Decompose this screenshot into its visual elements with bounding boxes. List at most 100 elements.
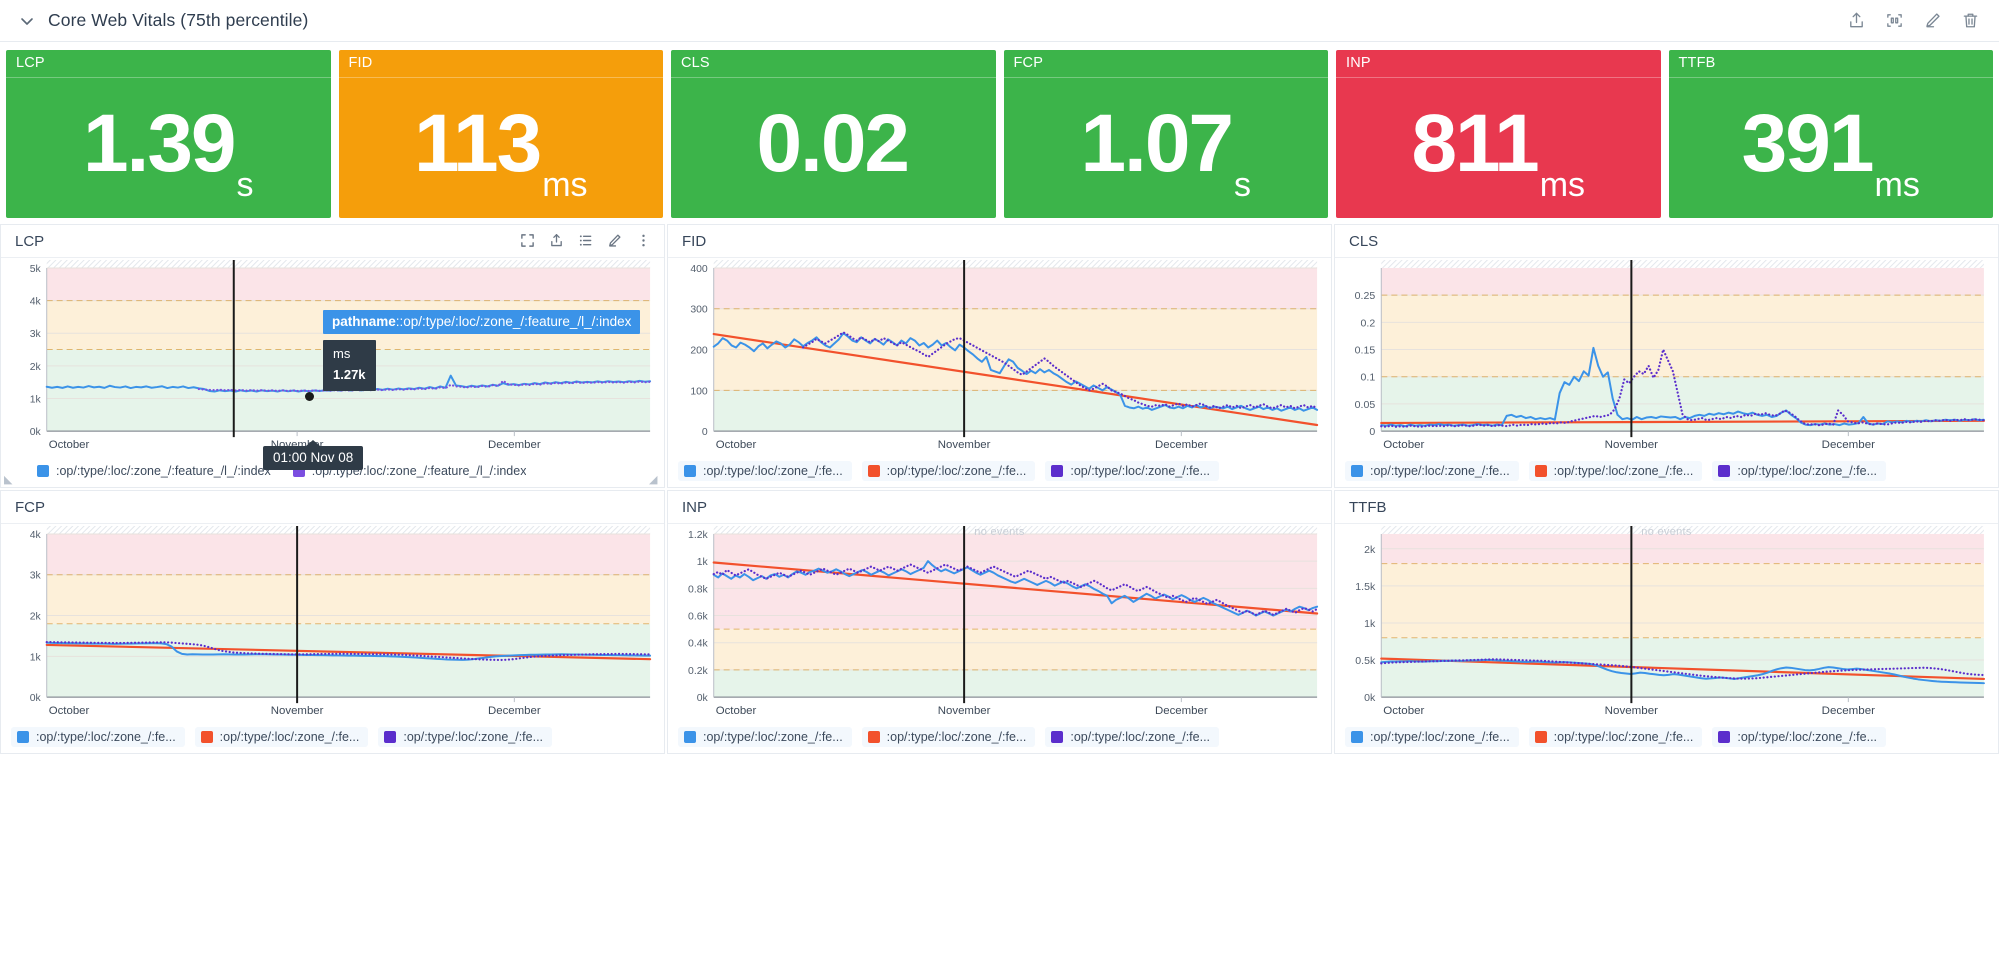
chevron-down-icon[interactable]: [14, 8, 40, 34]
chart-legend: :op/:type/:loc/:zone_/:fe... :op/:type/:l…: [1335, 723, 1998, 753]
legend-label: :op/:type/:loc/:zone_/:fe...: [1737, 464, 1878, 478]
x-axis-tick-label: December: [1155, 705, 1208, 717]
stat-card-fcp[interactable]: FCP 1.07 s: [1003, 50, 1328, 218]
no-events-strip: [46, 259, 651, 268]
no-events-strip: [1381, 259, 1984, 268]
expand-icon[interactable]: [520, 233, 536, 249]
stat-card-unit: s: [236, 166, 254, 204]
panel-fid: FID 0 100 200 300 400 October November December:…: [667, 224, 1332, 488]
legend-label: :op/:type/:loc/:zone_/:fe...: [219, 730, 360, 744]
panel-plot-area[interactable]: 0 100 200 300 400 October November December: [668, 258, 1331, 457]
share-icon[interactable]: [549, 233, 565, 249]
x-axis-tick-label: November: [1605, 705, 1659, 717]
y-axis-tick-label: 0: [702, 427, 708, 438]
panel-header: TTFB: [1335, 491, 1998, 524]
y-axis-tick-label: 0k: [1364, 692, 1376, 704]
panel-header: FID: [668, 225, 1331, 258]
threshold-band: [46, 574, 651, 624]
delete-icon[interactable]: [1961, 11, 1981, 31]
stat-card-value: 1.39: [82, 98, 237, 189]
y-axis-tick-label: 0.4k: [688, 639, 708, 650]
legend-item[interactable]: :op/:type/:loc/:zone_/:fe...: [1045, 727, 1220, 747]
resize-handle-right[interactable]: ◢: [649, 474, 658, 486]
share-icon[interactable]: [1847, 11, 1867, 31]
chart-panels-grid: LCP 0k 1k 2k 3k 4k 5k October November December pa…: [0, 222, 1999, 754]
stat-cards-row: LCP 1.39 s FID 113 ms CLS 0.02 FCP 1.07 s INP 811 ms T…: [0, 42, 1999, 222]
x-axis-tick-label: November: [271, 705, 324, 717]
legend-item[interactable]: :op/:type/:loc/:zone_/:fe...: [1528, 727, 1703, 747]
series-line-solid: [712, 560, 1319, 617]
legend-item[interactable]: :op/:type/:loc/:zone_/:fe...: [1045, 461, 1220, 481]
y-axis-tick-label: 400: [690, 264, 708, 275]
stat-card-ttfb[interactable]: TTFB 391 ms: [1668, 50, 1993, 218]
legend-item[interactable]: :op/:type/:loc/:zone_/:fe...: [1345, 727, 1519, 747]
legend-item[interactable]: :op/:type/:loc/:zone_/:fe...: [861, 727, 1036, 747]
stat-card-value: 0.02: [756, 98, 910, 189]
legend-item[interactable]: :op/:type/:loc/:zone_/:fe...: [378, 727, 553, 747]
panel-header: INP: [668, 491, 1331, 524]
edit-icon[interactable]: [1923, 11, 1943, 31]
legend-swatch: [37, 465, 49, 477]
legend-item[interactable]: :op/:type/:loc/:zone_/:fe...: [1712, 461, 1887, 481]
legend-swatch: [1051, 465, 1064, 477]
legend-label: :op/:type/:loc/:zone_/:fe...: [1553, 464, 1694, 478]
legend-item[interactable]: :op/:type/:loc/:zone_/:fe...: [861, 461, 1036, 481]
legend-label: :op/:type/:loc/:zone_/:fe...: [1737, 730, 1878, 744]
panel-plot-area[interactable]: 0k 1k 2k 3k 4k October November December: [1, 524, 664, 723]
legend-swatch: [1718, 731, 1731, 743]
tooltip-series-key: pathname: [332, 314, 396, 329]
stat-card-body: 113 ms: [339, 78, 664, 218]
y-axis-tick-label: 0.2k: [688, 666, 708, 677]
legend-swatch: [1051, 731, 1064, 743]
stat-card-label: CLS: [671, 50, 996, 78]
threshold-band: [1381, 295, 1984, 377]
y-axis-tick-label: 300: [690, 305, 708, 316]
panel-plot-area[interactable]: 0 0.05 0.1 0.15 0.2 0.25 October November Decemb…: [1335, 258, 1998, 457]
panel-title: FCP: [15, 498, 45, 516]
no-events-strip: [713, 525, 1318, 534]
series-line-dotted: [1380, 348, 1986, 428]
list-icon[interactable]: [578, 233, 594, 249]
x-axis-tick-label: November: [938, 705, 991, 717]
trend-line: [1380, 657, 1986, 681]
panel-header: LCP: [1, 225, 664, 258]
legend-swatch: [1534, 731, 1547, 743]
y-axis-tick-label: 0.15: [1355, 345, 1376, 357]
stat-card-body: 811 ms: [1336, 78, 1661, 218]
stat-card-body: 1.39 s: [6, 78, 331, 218]
panel-plot-area[interactable]: 0k1k2k3k4k5kOctoberNovemberDecemberpathn…: [1, 258, 664, 470]
stat-card-inp[interactable]: INP 811 ms: [1336, 50, 1661, 218]
legend-item[interactable]: :op/:type/:loc/:zone_/:fe...: [11, 727, 185, 747]
panel-plot-area[interactable]: 0k 0.5k 1k 1.5k 2k October November December no …: [1335, 524, 1998, 723]
y-axis-tick-label: 3k: [30, 571, 42, 582]
threshold-band: [713, 629, 1318, 670]
panel-header: FCP: [1, 491, 664, 524]
panel-title: INP: [682, 498, 708, 516]
legend-label: :op/:type/:loc/:zone_/:fe...: [703, 730, 843, 744]
legend-swatch: [384, 731, 397, 743]
y-axis-tick-label: 0.2: [1361, 317, 1376, 329]
section-header: Core Web Vitals (75th percentile): [0, 0, 1999, 42]
series-line-solid: [1380, 346, 1985, 428]
x-axis-tick-label: October: [1383, 439, 1424, 451]
legend-item[interactable]: :op/:type/:loc/:zone_/:fe...: [1712, 727, 1887, 747]
legend-item[interactable]: :op/:type/:loc/:zone_/:fe...: [678, 727, 852, 747]
legend-item[interactable]: :op/:type/:loc/:zone_/:feature_/l_/:inde…: [37, 462, 271, 480]
chart-legend: :op/:type/:loc/:zone_/:fe... :op/:type/:l…: [668, 723, 1331, 753]
y-axis-tick-label: 0.25: [1355, 290, 1376, 302]
stat-card-lcp[interactable]: LCP 1.39 s: [6, 50, 331, 218]
legend-item[interactable]: :op/:type/:loc/:zone_/:fe...: [194, 727, 369, 747]
more-icon[interactable]: [636, 233, 652, 249]
stat-card-fid[interactable]: FID 113 ms: [338, 50, 664, 218]
dashboard-icon[interactable]: [1885, 11, 1905, 31]
stat-card-label: INP: [1336, 50, 1661, 78]
panel-lcp: LCP0k1k2k3k4k5kOctoberNovemberDecemberpa…: [0, 224, 665, 488]
panel-plot-area[interactable]: 0k 0.2k 0.4k 0.6k 0.8k 1k 1.2k October November D…: [668, 524, 1331, 723]
x-axis-tick-label: December: [488, 439, 541, 451]
stat-card-cls[interactable]: CLS 0.02: [671, 50, 996, 218]
edit-icon[interactable]: [607, 233, 623, 249]
legend-item[interactable]: :op/:type/:loc/:zone_/:fe...: [678, 461, 852, 481]
resize-handle-left[interactable]: ◣: [4, 474, 13, 486]
legend-item[interactable]: :op/:type/:loc/:zone_/:fe...: [1528, 461, 1703, 481]
legend-item[interactable]: :op/:type/:loc/:zone_/:fe...: [1345, 461, 1519, 481]
